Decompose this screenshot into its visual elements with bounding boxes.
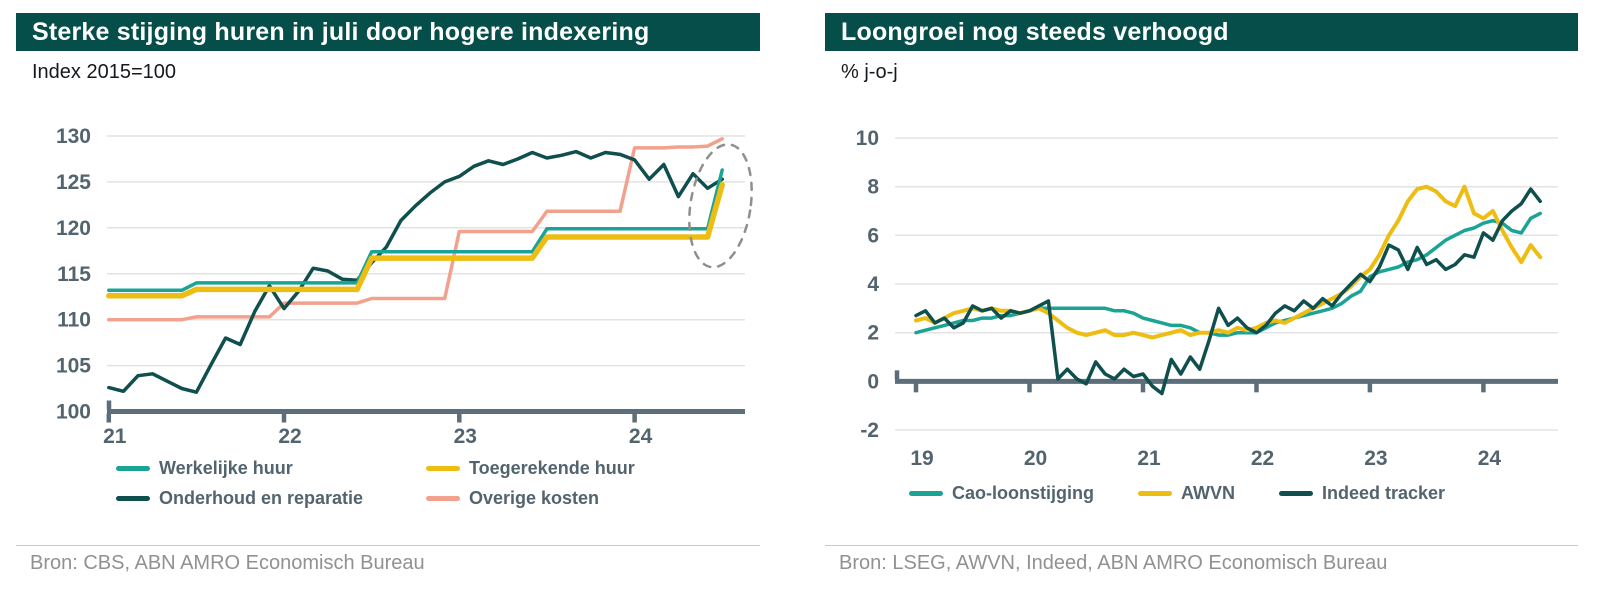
svg-text:100: 100: [56, 401, 91, 424]
wage-unit-label: % j-o-j: [841, 61, 898, 83]
x-axis: 21 22 23 24: [103, 400, 745, 448]
legend-item-werkelijke-huur: Werkelijke huur: [116, 458, 426, 479]
series-line-indeed-tracker: [914, 187, 1542, 396]
svg-text:20: 20: [1024, 447, 1047, 470]
wage-title-bar: Loongroei nog steeds verhoogd: [825, 13, 1578, 51]
series-line-overige-kosten: [107, 137, 724, 322]
svg-text:2: 2: [867, 322, 879, 345]
svg-text:0: 0: [867, 370, 879, 393]
svg-text:24: 24: [1478, 447, 1502, 470]
rent-source-note: Bron: CBS, ABN AMRO Economisch Bureau: [30, 552, 425, 574]
svg-text:4: 4: [867, 273, 879, 296]
svg-text:22: 22: [278, 425, 301, 448]
svg-text:115: 115: [57, 263, 91, 286]
series-line-toegerekende-huur: [106, 181, 725, 299]
legend-item-awvn: AWVN: [1137, 483, 1235, 504]
svg-text:120: 120: [56, 217, 91, 240]
legend-swatch: [909, 491, 943, 496]
legend-label: AWVN: [1180, 483, 1235, 503]
legend-item-onderhoud-en-reparatie: Onderhoud en reparatie: [116, 488, 426, 509]
svg-text:6: 6: [867, 224, 879, 247]
legend-swatch: [1278, 491, 1313, 496]
svg-text:23: 23: [454, 425, 477, 448]
svg-text:21: 21: [103, 425, 127, 448]
legend-swatch: [116, 496, 150, 501]
wage-chart-legend: Cao-loonstijging AWVN Indeed tracker: [909, 483, 1445, 504]
legend-swatch: [426, 496, 460, 501]
svg-text:110: 110: [57, 309, 91, 332]
wage-chart-title: Loongroei nog steeds verhoogd: [841, 17, 1229, 46]
wage-chart-panel: Loongroei nog steeds verhoogd % j-o-j -2…: [825, 0, 1578, 591]
legend-label: Onderhoud en reparatie: [159, 488, 364, 508]
svg-text:22: 22: [1251, 447, 1274, 470]
legend-swatch: [1137, 491, 1172, 496]
svg-text:24: 24: [629, 425, 653, 448]
legend-swatch: [116, 466, 150, 471]
y-axis-labels: 100 105 110 115 120 125 130: [56, 125, 91, 424]
legend-swatch: [426, 466, 460, 471]
wage-source-divider: [825, 545, 1578, 546]
svg-text:21: 21: [1137, 447, 1161, 470]
svg-text:23: 23: [1364, 447, 1387, 470]
rent-unit-label: Index 2015=100: [32, 61, 177, 83]
series-line-cao-loonstijging: [914, 211, 1542, 337]
wage-source-note: Bron: LSEG, AWVN, Indeed, ABN AMRO Econo…: [839, 552, 1388, 574]
legend-item-overige-kosten: Overige kosten: [426, 488, 635, 509]
legend-label: Toegerekende huur: [469, 458, 635, 478]
gridlines: [895, 137, 1558, 431]
rent-index-line-chart: 100 105 110 115 120 125 130 21 22 23 24: [56, 125, 753, 448]
rent-source-divider: [16, 545, 760, 546]
legend-item-indeed-tracker: Indeed tracker: [1278, 483, 1446, 504]
july-2024-highlight-ellipse: [688, 143, 753, 269]
rent-chart-title: Sterke stijging huren in juli door hoger…: [32, 17, 650, 46]
x-axis: 19 20 21 22 23 24: [894, 370, 1558, 470]
legend-label: Cao-loonstijging: [952, 483, 1094, 503]
rent-title-bar: Sterke stijging huren in juli door hoger…: [16, 13, 760, 51]
legend-item-toegerekende-huur: Toegerekende huur: [426, 458, 635, 479]
svg-text:130: 130: [56, 125, 91, 148]
legend-label: Indeed tracker: [1321, 483, 1446, 503]
legend-item-cao-loonstijging: Cao-loonstijging: [909, 483, 1094, 504]
legend-label: Overige kosten: [469, 488, 600, 508]
svg-text:8: 8: [867, 176, 879, 199]
rent-chart-legend: Werkelijke huur Toegerekende huur Onderhou…: [116, 458, 635, 509]
svg-text:19: 19: [910, 447, 933, 470]
series-line-onderhoud-en-reparatie: [107, 149, 724, 394]
svg-text:-2: -2: [860, 419, 879, 442]
rent-chart-panel: Sterke stijging huren in juli door hoger…: [16, 0, 760, 591]
svg-text:105: 105: [56, 355, 91, 378]
series-line-werkelijke-huur: [107, 168, 724, 293]
svg-text:125: 125: [56, 171, 91, 194]
y-axis-labels: -2 0 2 4 6 8 10: [856, 127, 880, 442]
svg-text:10: 10: [856, 127, 879, 150]
legend-label: Werkelijke huur: [159, 458, 293, 478]
gridlines: [107, 135, 745, 367]
